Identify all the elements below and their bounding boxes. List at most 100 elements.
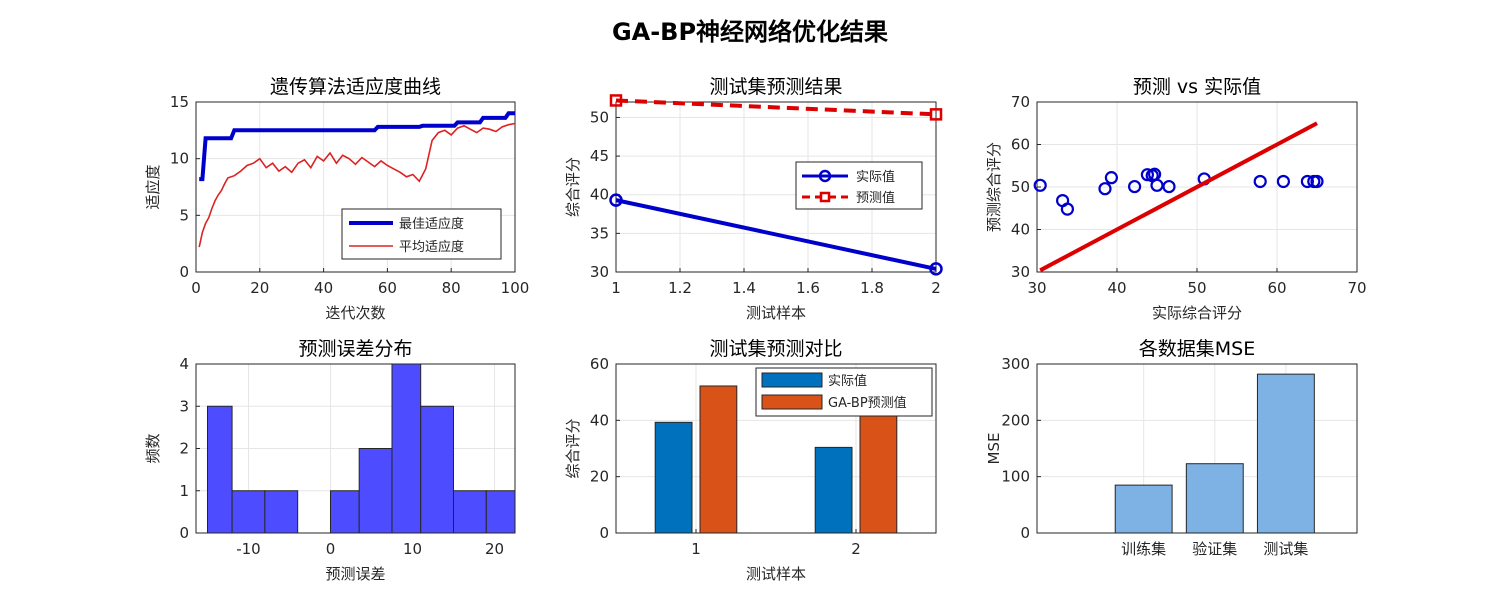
y-tick-label: 300: [1001, 355, 1030, 373]
plot-title: 预测 vs 实际值: [1133, 76, 1261, 98]
x-tick-label: 50: [1187, 279, 1206, 297]
bar: [654, 421, 693, 534]
plot-title: 各数据集MSE: [1139, 338, 1255, 360]
y-tick-label: 10: [170, 150, 189, 168]
y-tick-label: 35: [590, 224, 609, 242]
y-axis-label: MSE: [985, 433, 1003, 465]
data-point: [609, 193, 623, 207]
data-point: [609, 94, 623, 107]
axes-box: [615, 101, 937, 273]
x-tick-label: 20: [250, 279, 269, 297]
x-tick-label: 40: [314, 279, 333, 297]
x-tick-label: 40: [1107, 279, 1126, 297]
legend-box: [795, 161, 923, 210]
y-tick-label: 40: [590, 186, 609, 204]
x-tick-label: 100: [501, 279, 530, 297]
histogram-bar: [329, 490, 360, 534]
legend-marker: [818, 169, 832, 183]
y-tick-label: 0: [179, 524, 189, 542]
x-tick-label: 训练集: [1121, 540, 1166, 558]
y-tick-label: 50: [590, 108, 609, 126]
histogram-bar: [206, 405, 233, 534]
legend: 实际值 GA-BP预测值: [755, 367, 933, 417]
x-tick-label: 10: [403, 540, 422, 558]
histogram-bar: [358, 448, 393, 534]
x-tick-label: 80: [442, 279, 461, 297]
scatter-point: [1060, 202, 1075, 216]
data-point: [929, 108, 943, 121]
scatter-point: [1276, 174, 1291, 189]
plot-title: 测试集预测对比: [709, 338, 842, 360]
scatter-point: [1098, 182, 1112, 196]
x-tick-label: 2: [931, 279, 941, 297]
plot-title: 遗传算法适应度曲线: [270, 76, 441, 98]
y-tick-label: 5: [179, 206, 189, 224]
scatter-point: [1162, 179, 1176, 194]
y-tick-label: 0: [1020, 524, 1030, 542]
legend-label: 实际值: [856, 169, 895, 185]
y-axis-label: 频数: [144, 433, 162, 463]
series-line: [615, 198, 937, 271]
scatter-point: [1150, 178, 1164, 192]
x-tick-label: 2: [851, 540, 861, 558]
x-axis-label: 实际综合评分: [1152, 304, 1242, 322]
x-tick-label: 1.4: [732, 279, 756, 297]
y-tick-label: 70: [1011, 93, 1030, 111]
y-tick-label: 30: [590, 263, 609, 281]
y-axis-label: 综合评分: [564, 157, 582, 217]
y-tick-label: 2: [179, 440, 189, 458]
legend-label: 预测值: [856, 190, 895, 206]
scatter-point: [1140, 168, 1155, 182]
histogram-bar: [391, 363, 422, 534]
legend-label: 平均适应度: [399, 239, 464, 255]
y-tick-label: 60: [590, 355, 609, 373]
x-tick-label: 1.2: [668, 279, 692, 297]
reference-line: [1039, 121, 1318, 273]
bar: [1114, 484, 1173, 534]
x-tick-label: 70: [1347, 279, 1366, 297]
y-tick-label: 60: [1011, 136, 1030, 154]
legend-swatch: [761, 372, 823, 388]
bar: [699, 385, 738, 534]
y-tick-label: 0: [599, 524, 609, 542]
y-tick-label: 200: [1001, 411, 1030, 429]
bar: [1256, 373, 1315, 534]
y-tick-label: 40: [590, 411, 609, 429]
histogram-bar: [420, 405, 454, 534]
y-tick-label: 50: [1011, 178, 1030, 196]
x-tick-label: 1.6: [796, 279, 820, 297]
y-tick-label: 1: [179, 482, 189, 500]
x-axis-label: 测试样本: [746, 304, 806, 322]
x-tick-label: 验证集: [1192, 540, 1237, 558]
data-point: [929, 262, 943, 276]
scatter-point: [1310, 174, 1324, 189]
legend-label: GA-BP预测值: [828, 395, 907, 411]
x-axis-label: 迭代次数: [325, 304, 385, 322]
y-tick-label: 45: [590, 147, 609, 165]
scatter-point: [1253, 174, 1267, 189]
y-axis-label: 预测综合评分: [985, 142, 1003, 232]
x-tick-label: 1: [611, 279, 621, 297]
axes-box: [615, 363, 937, 534]
mse-bar-chart: 0 100 200 300 训练集 验证集 测试集 各数据集MSE MSE: [985, 338, 1358, 558]
legend-swatch: [761, 394, 823, 410]
legend-label: 实际值: [828, 373, 867, 389]
y-tick-label: 100: [1001, 468, 1030, 486]
plot-title: 预测误差分布: [298, 338, 412, 360]
x-tick-label: 0: [326, 540, 336, 558]
x-tick-label: 20: [485, 540, 504, 558]
histogram-bar: [485, 490, 516, 534]
y-tick-label: 15: [170, 93, 189, 111]
x-tick-label: 30: [1027, 279, 1046, 297]
x-tick-label: 1.8: [860, 279, 884, 297]
y-tick-label: 4: [179, 355, 189, 373]
series-line: [615, 98, 937, 117]
y-tick-label: 30: [1011, 263, 1030, 281]
plot-title: 测试集预测结果: [709, 76, 842, 98]
